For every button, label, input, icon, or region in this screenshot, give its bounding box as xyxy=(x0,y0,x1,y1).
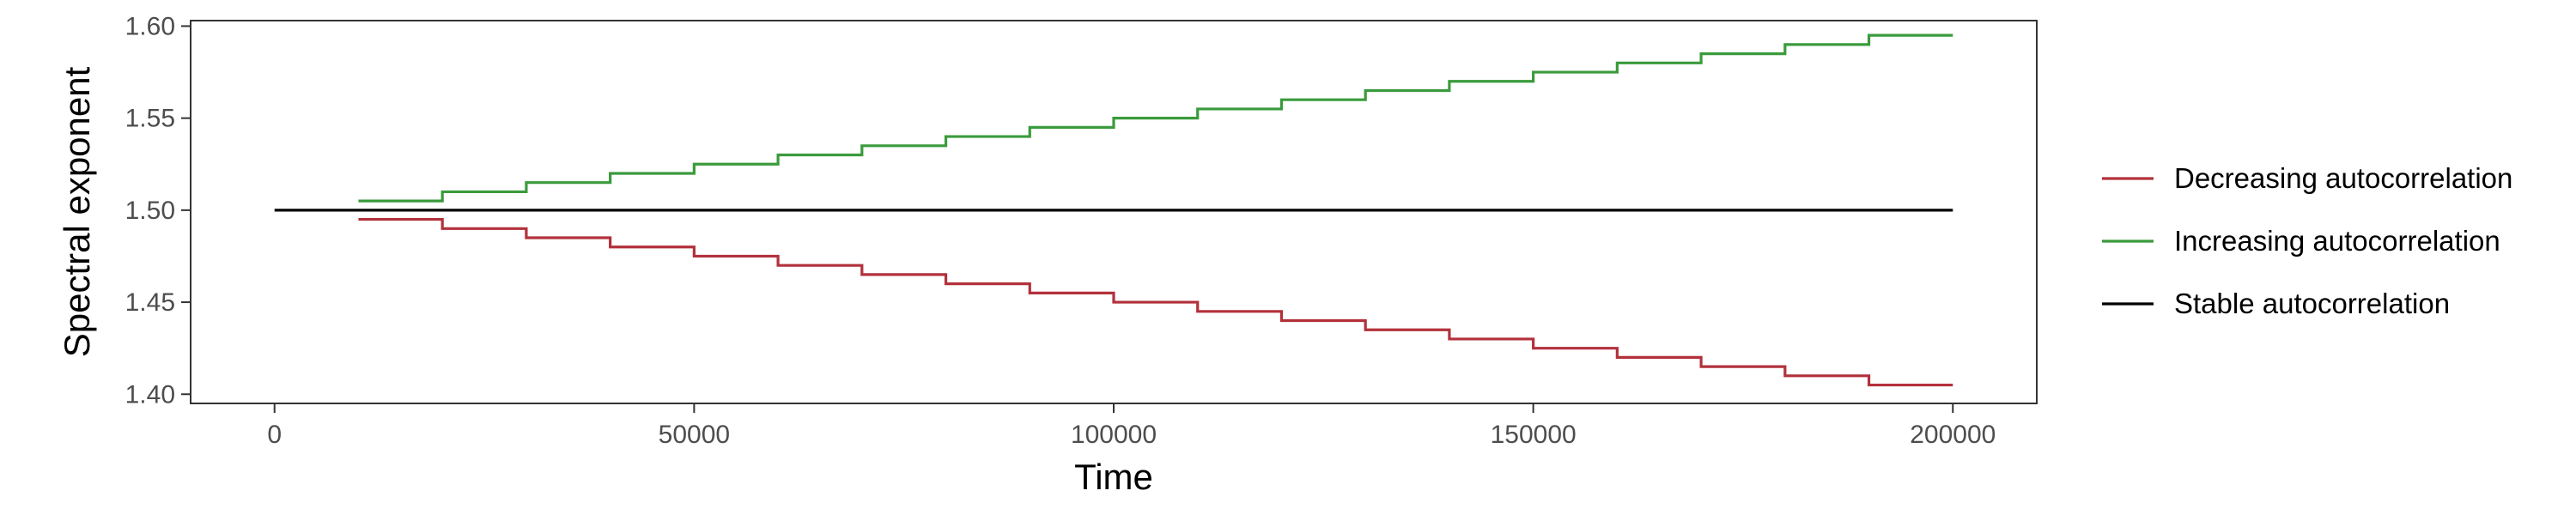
y-tick-label: 1.40 xyxy=(125,380,175,409)
x-tick-label: 100000 xyxy=(1071,421,1157,449)
series-layer xyxy=(274,33,1953,387)
series-line-increasing-autocorrelation xyxy=(358,33,1953,203)
legend-label-increasing-autocorrelation: Increasing autocorrelation xyxy=(2174,225,2500,257)
y-tick-label: 1.55 xyxy=(125,105,175,133)
y-tick-label: 1.50 xyxy=(125,197,175,225)
legend-label-stable-autocorrelation: Stable autocorrelation xyxy=(2174,288,2450,319)
y-axis: 1.40 1.45 1.50 1.55 1.60 xyxy=(125,12,191,409)
x-tick-label: 0 xyxy=(267,421,282,449)
y-tick-label: 1.45 xyxy=(125,288,175,317)
x-tick-label: 50000 xyxy=(659,421,730,449)
y-tick-label: 1.60 xyxy=(125,12,175,40)
x-axis: 0 50000 100000 150000 200000 xyxy=(267,403,1996,449)
x-tick-label: 200000 xyxy=(1910,421,1996,449)
x-axis-title: Time xyxy=(1074,457,1153,497)
x-tick-label: 150000 xyxy=(1491,421,1577,449)
y-axis-title: Spectral exponent xyxy=(57,66,97,357)
legend-label-decreasing-autocorrelation: Decreasing autocorrelation xyxy=(2174,162,2512,194)
series-line-decreasing-autocorrelation xyxy=(358,217,1953,387)
legend: Decreasing autocorrelation Increasing aut… xyxy=(2102,162,2512,319)
plot-panel xyxy=(191,21,2037,403)
